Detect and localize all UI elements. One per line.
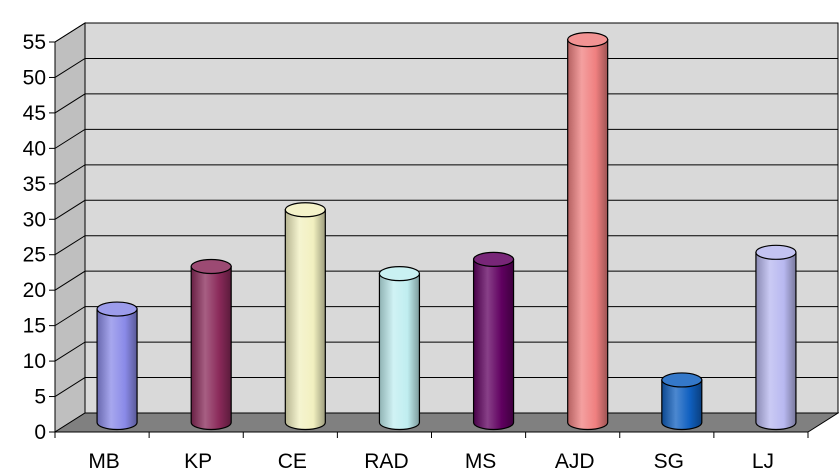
bar-MS — [472, 251, 515, 431]
bar-top — [661, 372, 703, 388]
bar-CE — [284, 202, 326, 431]
bar-SG — [661, 372, 703, 431]
x-tick-label: MB — [88, 450, 120, 473]
bar-top — [284, 202, 326, 218]
bar-MB — [96, 301, 138, 431]
floor — [53, 412, 839, 433]
y-tick-label: 40 — [23, 137, 46, 160]
bar-top — [190, 258, 232, 275]
chart-back-wall — [54, 22, 839, 433]
bar-LJ — [755, 244, 797, 431]
bar-top — [96, 301, 138, 317]
x-tick-label: MS — [465, 450, 497, 473]
y-tick-label: 50 — [23, 66, 46, 89]
bar-body — [96, 308, 138, 431]
y-tick-label: 20 — [23, 279, 46, 302]
x-tick-label: AJD — [555, 450, 595, 473]
bar-top — [755, 244, 797, 260]
bar-body — [567, 38, 609, 431]
x-tick-label: RAD — [364, 450, 408, 473]
bar-body — [378, 272, 421, 431]
bar-body — [755, 251, 797, 431]
bar-body — [284, 209, 326, 431]
x-tick-label: LJ — [752, 450, 774, 473]
y-tick-label: 0 — [34, 421, 46, 444]
chart-floor — [53, 412, 839, 433]
gridline — [54, 22, 838, 43]
bar-RAD — [378, 265, 421, 431]
bar-KP — [190, 258, 232, 431]
bar-top — [378, 265, 421, 282]
x-tick-label: KP — [184, 450, 212, 473]
y-tick-label: 35 — [23, 173, 46, 196]
side-wall — [54, 22, 86, 433]
y-axis: 0 5 10 15 20 25 30 35 40 45 50 55 — [23, 31, 56, 444]
y-tick-label: 25 — [23, 244, 46, 267]
bar-body — [472, 258, 515, 431]
y-tick-label: 15 — [23, 315, 46, 338]
y-tick-label: 5 — [34, 386, 46, 409]
bar-AJD — [567, 31, 609, 431]
x-tick-label: SG — [654, 450, 684, 473]
bars — [96, 31, 797, 431]
bar-body — [661, 379, 703, 431]
y-tick-label: 10 — [23, 350, 46, 373]
bar-top — [567, 31, 609, 48]
bar-top — [472, 251, 515, 268]
y-tick-label: 30 — [23, 208, 46, 231]
y-tick-label: 55 — [23, 31, 46, 54]
x-axis: MB KP CE RAD MS AJD SG LJ — [54, 432, 809, 473]
bar-body — [190, 265, 232, 431]
x-tick-label: CE — [278, 450, 307, 473]
y-tick-label: 45 — [23, 102, 46, 125]
